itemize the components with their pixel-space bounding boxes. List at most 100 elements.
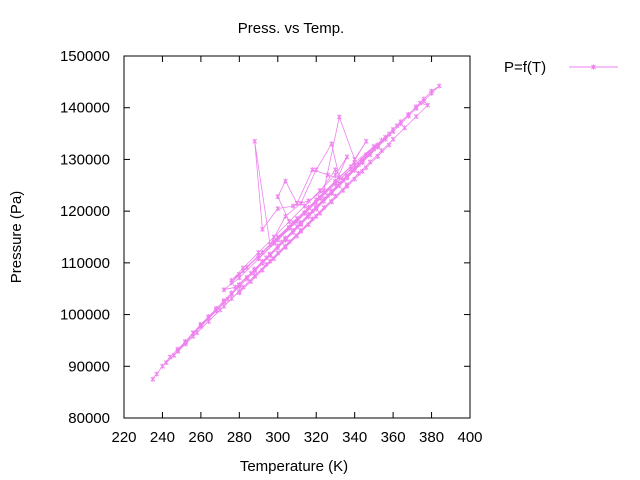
data-point <box>336 175 342 181</box>
data-point <box>325 172 331 178</box>
data-point <box>221 287 227 293</box>
x-tick-label: 240 <box>150 429 175 446</box>
data-point <box>317 210 323 216</box>
data-point <box>421 98 427 104</box>
data-point <box>333 193 338 199</box>
legend-label: P=f(T) <box>504 59 546 76</box>
data-point <box>244 265 250 271</box>
data-point <box>167 354 173 360</box>
data-point <box>263 261 269 267</box>
data-point <box>310 208 315 214</box>
data-point <box>221 303 227 309</box>
data-point <box>321 198 327 204</box>
data-point <box>298 228 304 234</box>
data-point <box>390 129 396 135</box>
x-tick-label: 320 <box>304 429 329 446</box>
data-point <box>313 213 319 219</box>
data-point <box>413 105 419 111</box>
y-tick-label: 90000 <box>68 358 110 375</box>
data-point <box>344 183 350 189</box>
data-point <box>163 360 169 366</box>
data-point <box>240 268 246 274</box>
data-point <box>317 195 323 201</box>
data-point <box>260 226 265 232</box>
data-point <box>344 174 350 180</box>
data-point <box>279 239 284 245</box>
data-point <box>267 242 273 248</box>
data-point <box>190 333 196 339</box>
data-point <box>233 284 238 290</box>
data-point <box>325 193 331 199</box>
data-point <box>298 221 304 227</box>
data-point <box>298 200 304 206</box>
data-point <box>252 273 258 279</box>
data-point <box>267 252 273 258</box>
data-point <box>294 224 300 230</box>
data-point <box>175 348 181 354</box>
data-point <box>386 131 392 137</box>
x-tick-label: 340 <box>342 429 367 446</box>
data-point <box>294 200 300 206</box>
data-point <box>313 205 319 211</box>
data-point <box>294 215 300 221</box>
data-point <box>413 114 419 120</box>
data-point <box>271 234 277 240</box>
x-tick-label: 360 <box>381 429 406 446</box>
data-point <box>171 352 177 358</box>
data-point <box>329 199 334 205</box>
data-point <box>379 148 384 154</box>
data-point <box>383 136 388 142</box>
data-point <box>375 143 381 149</box>
y-tick-label: 110000 <box>61 255 110 272</box>
data-point <box>236 282 242 288</box>
data-point <box>340 177 346 183</box>
data-point <box>394 123 400 129</box>
data-point <box>340 187 346 193</box>
data-point <box>360 168 365 174</box>
data-point <box>336 114 342 120</box>
x-axis: 220 240 260 280 300 320 340 360 380 400 <box>111 56 483 446</box>
y-tick-label: 140000 <box>60 100 110 117</box>
data-point <box>348 166 354 172</box>
data-point <box>229 277 234 283</box>
data-point <box>206 318 211 324</box>
data-point <box>217 307 223 313</box>
y-tick-label: 150000 <box>60 48 110 65</box>
data-point <box>283 178 288 184</box>
data-point <box>352 167 358 173</box>
legend-marker-point <box>591 64 596 70</box>
chart-title: Press. vs Temp. <box>238 20 344 37</box>
data-point <box>333 167 338 173</box>
data-point <box>306 205 311 211</box>
data-point <box>236 271 242 277</box>
data-point <box>260 267 265 273</box>
data-point <box>402 125 407 131</box>
data-point <box>290 229 296 235</box>
x-tick-label: 400 <box>457 429 482 446</box>
y-tick-label: 80000 <box>68 410 110 427</box>
data-point <box>336 183 342 189</box>
data-point <box>267 258 273 264</box>
data-point <box>260 250 265 256</box>
data-point <box>213 308 219 314</box>
data-point <box>283 236 288 242</box>
y-axis: 80000 90000 100000 110000 120000 130000 140000… <box>60 48 470 427</box>
data-point <box>286 224 292 230</box>
data-point <box>248 270 254 276</box>
data-point <box>367 159 373 165</box>
data-point <box>271 239 277 245</box>
data-point <box>417 100 423 106</box>
x-axis-label: Temperature (K) <box>240 458 348 475</box>
data-point <box>379 137 384 143</box>
data-point <box>275 245 281 251</box>
legend: P=f(T) <box>504 59 618 76</box>
data-point <box>306 198 311 204</box>
data-point <box>352 156 358 162</box>
data-point <box>306 214 311 220</box>
data-point <box>313 197 319 203</box>
data-point <box>302 210 308 216</box>
data-point <box>344 154 350 160</box>
data-point <box>363 138 369 144</box>
data-point <box>363 165 369 171</box>
